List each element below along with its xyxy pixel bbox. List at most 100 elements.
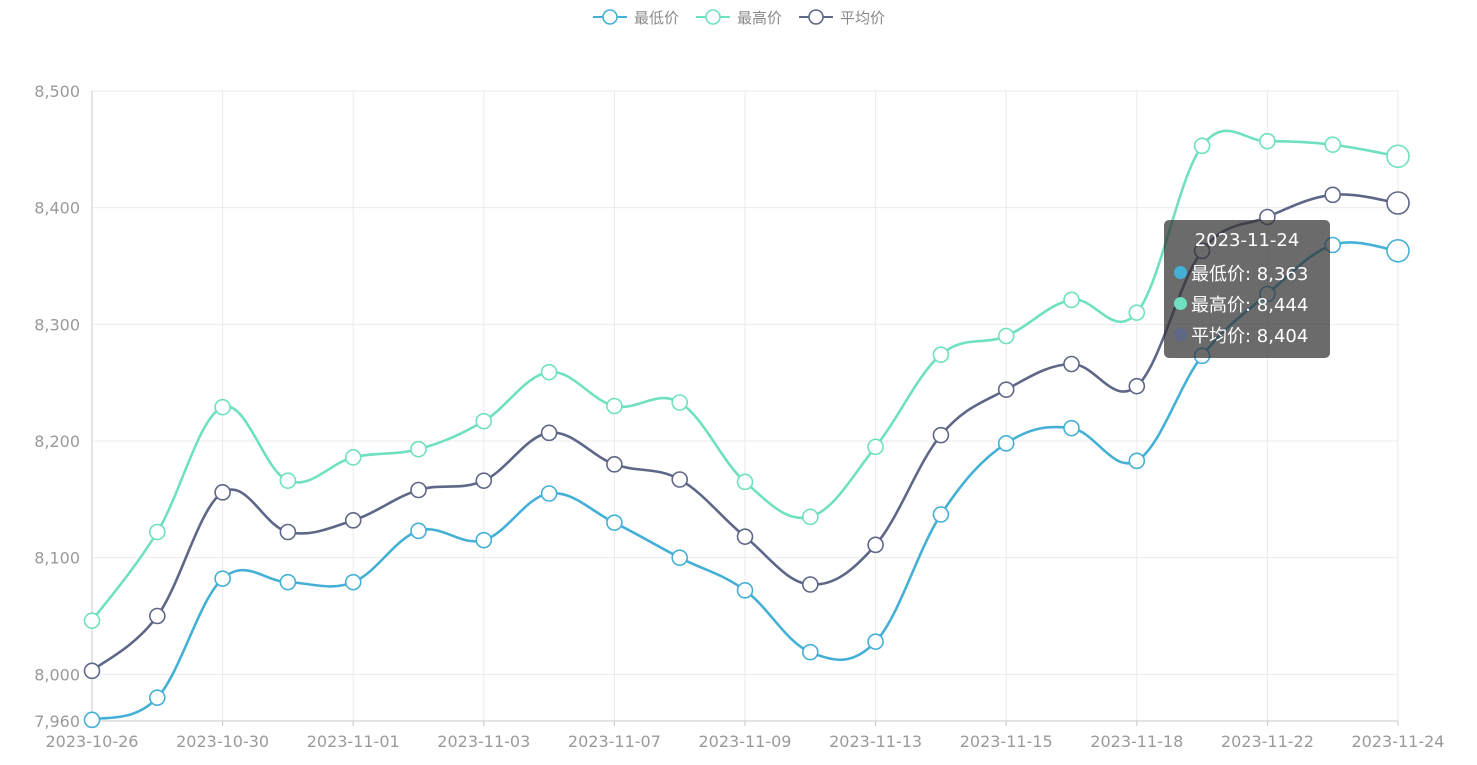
data-point-high[interactable] — [344, 449, 362, 466]
data-point-low[interactable] — [867, 633, 884, 650]
data-point-low[interactable] — [736, 582, 754, 599]
data-point-high[interactable] — [1128, 304, 1146, 321]
data-point-high[interactable] — [279, 472, 297, 489]
data-point-avg[interactable] — [279, 523, 297, 541]
data-point-high[interactable] — [736, 473, 754, 491]
data-point-low[interactable] — [1063, 419, 1080, 437]
y-tick-label: 8,500 — [34, 82, 80, 101]
axes: 7,960 8,000 8,100 8,200 8,300 8,400 8,500 2023-… — [34, 82, 1444, 751]
legend-avg-icon — [799, 9, 833, 25]
data-point-avg[interactable] — [801, 576, 819, 593]
x-tick-label: 2023-11-13 — [829, 732, 922, 751]
data-point-avg[interactable] — [475, 472, 493, 489]
y-tick-label: 8,200 — [34, 432, 80, 451]
tooltip-text-low: 最低价: 8,363 — [1191, 263, 1309, 285]
legend-item-avg[interactable]: 平均价 — [798, 7, 885, 28]
data-point-avg[interactable] — [1324, 186, 1341, 204]
data-point-high[interactable] — [540, 363, 558, 381]
data-point-high[interactable] — [1063, 291, 1080, 309]
data-point-high[interactable] — [671, 394, 689, 411]
y-tick-label: 7,960 — [34, 712, 80, 731]
tooltip-row-low: 最低价: 8,363 — [1174, 257, 1320, 288]
data-point-low[interactable] — [83, 711, 101, 729]
y-tick-label: 8,300 — [34, 315, 80, 334]
legend-label-high: 最高价 — [736, 8, 782, 27]
y-tick-label: 8,100 — [34, 549, 80, 568]
legend-label-low: 最低价 — [633, 8, 679, 27]
data-point-avg[interactable] — [540, 424, 558, 442]
data-point-low[interactable] — [214, 570, 231, 587]
data-point-high[interactable] — [932, 346, 950, 363]
data-point-high[interactable] — [997, 327, 1015, 345]
data-point-avg[interactable] — [606, 456, 623, 473]
x-tick-label: 2023-11-09 — [699, 732, 792, 751]
data-point-high[interactable] — [214, 398, 231, 416]
x-tick-label: 2023-11-15 — [960, 732, 1053, 751]
grid — [92, 90, 1399, 721]
legend-low-icon — [592, 9, 627, 25]
legend-item-low[interactable]: 最低价 — [592, 7, 679, 28]
data-point-avg[interactable] — [867, 536, 884, 554]
x-tick-label: 2023-11-24 — [1352, 732, 1445, 751]
data-point-low[interactable] — [1386, 239, 1410, 263]
x-tick-label: 2023-10-26 — [46, 732, 139, 751]
legend-label-avg: 平均价 — [840, 8, 886, 27]
data-point-low[interactable] — [1128, 452, 1146, 470]
data-point-avg[interactable] — [149, 607, 166, 625]
data-point-avg[interactable] — [997, 381, 1015, 398]
data-point-high[interactable] — [801, 508, 819, 526]
data-point-low[interactable] — [475, 531, 493, 549]
data-point-avg[interactable] — [1128, 377, 1146, 395]
tooltip-dot-low — [1174, 266, 1187, 279]
data-point-low[interactable] — [344, 573, 362, 591]
tooltip: 2023-11-24 最低价: 8,363 最高价: 8,444 平均价: 8,… — [1164, 220, 1330, 358]
data-point-avg[interactable] — [83, 662, 101, 680]
data-point-avg[interactable] — [671, 471, 689, 488]
data-point-low[interactable] — [671, 549, 689, 566]
data-point-avg[interactable] — [1386, 191, 1410, 215]
tooltip-text-avg: 平均价: 8,404 — [1191, 325, 1309, 347]
data-point-avg[interactable] — [736, 528, 754, 545]
data-point-high[interactable] — [410, 440, 427, 458]
tooltip-row-high: 最高价: 8,444 — [1174, 288, 1320, 319]
x-tick-label: 2023-11-22 — [1221, 732, 1314, 751]
data-point-high[interactable] — [606, 397, 623, 415]
data-point-low[interactable] — [997, 435, 1015, 452]
y-tick-label: 8,000 — [34, 665, 80, 684]
data-point-low[interactable] — [279, 573, 297, 591]
data-point-avg[interactable] — [214, 484, 231, 501]
data-point-low[interactable] — [540, 485, 558, 502]
series-points — [83, 132, 1410, 729]
data-point-low[interactable] — [410, 522, 427, 540]
data-point-low[interactable] — [801, 643, 819, 661]
y-tick-label: 8,400 — [34, 199, 80, 218]
series-line-low — [91, 241, 1399, 722]
tooltip-date: 2023-11-24 — [1194, 230, 1300, 251]
data-point-avg[interactable] — [410, 481, 427, 499]
data-point-low[interactable] — [932, 506, 950, 523]
data-point-low[interactable] — [606, 514, 623, 531]
data-point-high[interactable] — [83, 612, 101, 629]
legend-high-icon — [695, 9, 730, 25]
data-point-high[interactable] — [1386, 144, 1410, 169]
legend-item-high[interactable]: 最高价 — [695, 7, 782, 28]
data-point-avg[interactable] — [344, 512, 362, 529]
data-point-avg[interactable] — [932, 426, 950, 444]
x-tick-label: 2023-11-01 — [307, 732, 400, 751]
x-tick-label: 2023-11-03 — [437, 732, 530, 751]
x-tick-label: 2023-10-30 — [176, 732, 269, 751]
tooltip-text-high: 最高价: 8,444 — [1191, 294, 1309, 316]
tooltip-dot-avg — [1174, 328, 1187, 341]
data-point-high[interactable] — [475, 412, 493, 430]
data-point-high[interactable] — [1324, 136, 1341, 153]
tooltip-dot-high — [1174, 297, 1187, 310]
data-point-low[interactable] — [149, 689, 166, 706]
data-point-avg[interactable] — [1063, 355, 1080, 373]
data-point-high[interactable] — [149, 523, 166, 541]
data-point-high[interactable] — [1259, 132, 1276, 150]
tooltip-row-avg: 平均价: 8,404 — [1174, 319, 1320, 350]
data-point-high[interactable] — [1193, 137, 1211, 155]
x-tick-label: 2023-11-07 — [568, 732, 661, 751]
data-point-high[interactable] — [867, 438, 884, 456]
